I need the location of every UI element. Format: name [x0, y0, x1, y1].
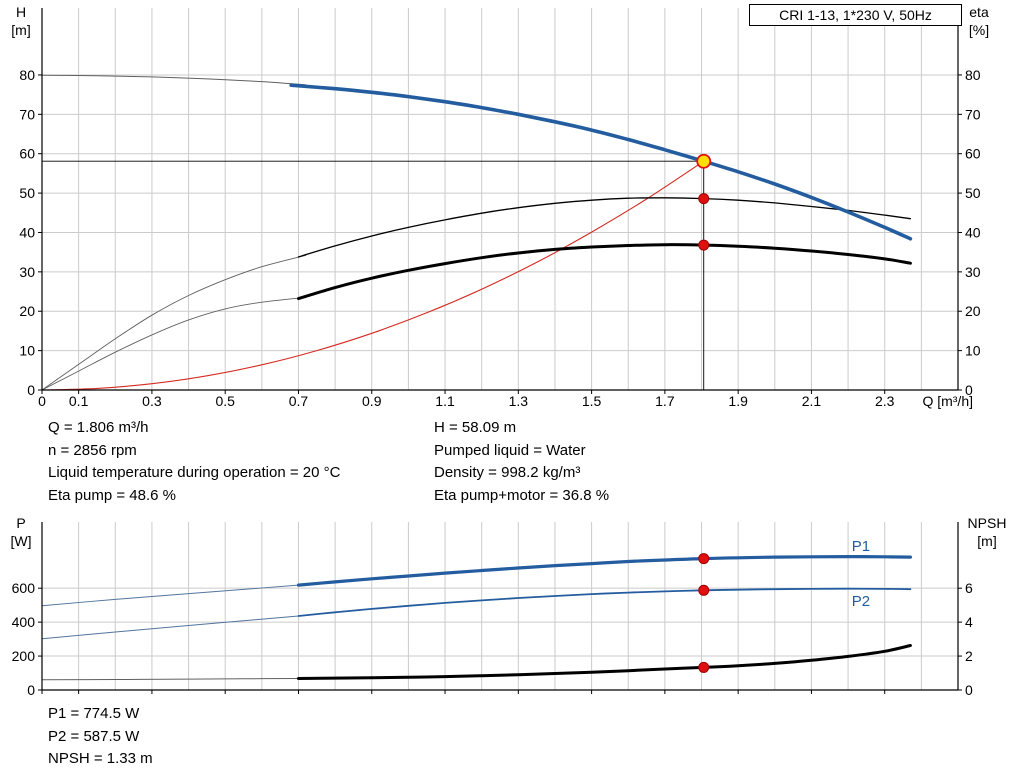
x-tick-label: 1.7: [655, 393, 675, 409]
duty-point: [696, 153, 712, 169]
x-axis-title: Q [m³/h]: [922, 393, 973, 409]
eta-axis-header: eta [%]: [958, 3, 1000, 39]
p1-point: [698, 553, 710, 565]
y-tick-label-right: 10: [965, 343, 981, 359]
p-axis-label: P: [16, 515, 26, 531]
npsh-axis-unit: [m]: [977, 533, 997, 549]
x-tick-label: 2.1: [802, 393, 822, 409]
y-tick-label-left: 60: [19, 146, 35, 162]
x-tick-label: 1.9: [728, 393, 748, 409]
npsh-axis-header: NPSH [m]: [956, 514, 1018, 550]
y-tick-label-right: 2: [965, 648, 973, 664]
x-tick-label: 2.3: [875, 393, 895, 409]
duty-info-left: Q = 1.806 m³/h n = 2856 rpm Liquid tempe…: [48, 417, 340, 507]
y-tick-label-right: 20: [965, 303, 981, 319]
y-tick-label-left: 0: [27, 382, 35, 398]
info-flow: Q = 1.806 m³/h: [48, 419, 149, 436]
h-axis-unit: [m]: [11, 22, 31, 38]
info-pumped-liquid: Pumped liquid = Water: [434, 441, 586, 459]
y-tick-label-left: 0: [27, 682, 35, 698]
p-axis-header: P [W]: [2, 514, 40, 550]
x-tick-label: 1.1: [435, 393, 455, 409]
x-tick-label: 0: [38, 393, 46, 409]
y-tick-label-left: 30: [19, 264, 35, 280]
eta-pump-curve: [297, 197, 912, 258]
info-p1: P1 = 774.5 W: [48, 705, 140, 722]
qh-curve: [289, 83, 913, 241]
y-tick-label-left: 20: [19, 303, 35, 319]
y-tick-label-right: 50: [965, 185, 981, 201]
x-tick-label: 0.3: [142, 393, 162, 409]
x-tick-label: 0.5: [215, 393, 235, 409]
y-tick-label-left: 400: [12, 614, 36, 630]
eta-axis-unit: [%]: [968, 22, 990, 38]
npsh-curve: [297, 644, 912, 680]
x-tick-label: 0.9: [362, 393, 382, 409]
x-tick-label: 1.5: [582, 393, 602, 409]
info-speed: n = 2856 rpm: [48, 441, 137, 459]
y-tick-label-left: 80: [19, 67, 35, 83]
y-tick-label-left: 70: [19, 106, 35, 122]
p2-low-range: [41, 615, 299, 640]
info-npsh: NPSH = 1.33 m: [48, 750, 153, 767]
h-axis-header: H [m]: [2, 3, 40, 39]
y-tick-label-right: 6: [965, 580, 973, 596]
y-tick-label-right: 80: [965, 67, 981, 83]
info-eta-pump-motor: Eta pump+motor = 36.8 %: [434, 486, 610, 504]
p2-point: [698, 584, 710, 596]
p2-curve: [297, 587, 912, 617]
eta-axis-label: eta: [969, 4, 989, 20]
eta-pump-low-range: [41, 254, 307, 391]
x-tick-label: 1.3: [509, 393, 529, 409]
duty-info-right: H = 58.09 m Pumped liquid = Water Densit…: [434, 417, 609, 507]
y-tick-label-left: 200: [12, 648, 36, 664]
eta-pump-motor-low-range: [41, 297, 307, 391]
x-tick-label: 0.7: [289, 393, 309, 409]
y-tick-label-right: 60: [965, 146, 981, 162]
power-info: P1 = 774.5 W P2 = 587.5 W NPSH = 1.33 m: [48, 703, 153, 771]
y-tick-label-right: 0: [965, 382, 973, 398]
info-p2: P2 = 587.5 W: [48, 727, 140, 745]
y-tick-label-right: 0: [965, 682, 973, 698]
p1-curve-label: P1: [852, 538, 870, 555]
p1-low-range: [41, 584, 299, 607]
x-tick-label: 0.1: [69, 393, 89, 409]
y-tick-label-left: 50: [19, 185, 35, 201]
info-eta-pump: Eta pump = 48.6 %: [48, 486, 176, 504]
info-liquid-temperature: Liquid temperature during operation = 20…: [48, 464, 341, 481]
h-axis-label: H: [15, 4, 27, 20]
qh-curve-low-range: [41, 74, 307, 86]
npsh-low-range: [41, 678, 299, 681]
p-axis-unit: [W]: [10, 533, 32, 549]
eta-pump-motor-curve: [297, 243, 912, 301]
p2-curve-label: P2: [852, 593, 870, 610]
y-tick-label-left: 40: [19, 224, 35, 240]
info-head: H = 58.09 m: [434, 419, 517, 436]
system-curve: [41, 160, 705, 391]
p1-curve: [296, 555, 912, 587]
y-tick-label-right: 40: [965, 224, 981, 240]
npsh-point: [698, 661, 710, 673]
y-tick-label-left: 10: [19, 343, 35, 359]
y-tick-label-right: 4: [965, 614, 973, 630]
npsh-axis-label: NPSH: [967, 515, 1007, 531]
y-tick-label-left: 600: [12, 580, 36, 596]
eta-pump-point: [698, 193, 710, 205]
y-tick-label-right: 70: [965, 106, 981, 122]
pump-title-box: CRI 1-13, 1*230 V, 50Hz: [749, 4, 962, 26]
eta-pump-motor-point: [698, 239, 710, 251]
y-tick-label-right: 30: [965, 264, 981, 280]
info-density: Density = 998.2 kg/m³: [434, 464, 581, 481]
